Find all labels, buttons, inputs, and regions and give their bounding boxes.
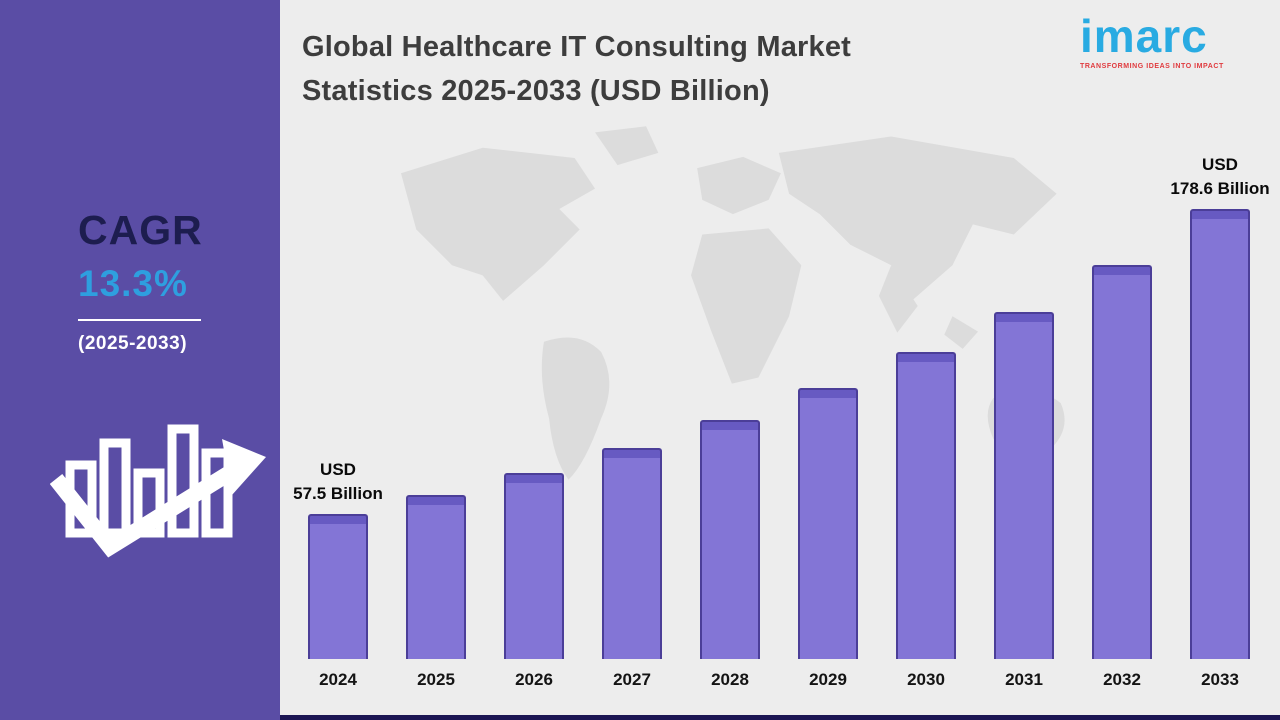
bar-column-2027: 2027 (602, 448, 662, 690)
cagr-value: 13.3% (78, 263, 188, 305)
bar-2029 (798, 388, 858, 659)
bar-2028 (700, 420, 760, 659)
x-axis-label-2030: 2030 (907, 670, 945, 689)
chart-title: Global Healthcare IT Consulting Market S… (302, 26, 851, 113)
bars-row: USD 57.5 Billion 2024 2025 2026 2027 2028 2029 2… (293, 153, 1269, 690)
imarc-logo: imarc TRANSFORMING IDEAS INTO IMPACT (1080, 10, 1266, 71)
bar-column-2025: 2025 (406, 495, 466, 690)
chart-title-line2: Statistics 2025-2033 (USD Billion) (302, 74, 770, 107)
bar-value-annotation-2024: USD 57.5 Billion (293, 460, 383, 504)
bar-2027 (602, 448, 662, 659)
bar-chart: USD 57.5 Billion 2024 2025 2026 2027 2028 2029 2… (293, 153, 1269, 690)
cagr-period: (2025-2033) (78, 319, 202, 355)
bar-2024 (308, 514, 368, 659)
x-axis-label-2032: 2032 (1103, 670, 1141, 689)
x-axis-label-2026: 2026 (515, 670, 553, 689)
bar-2025 (406, 495, 466, 659)
x-axis-label-2031: 2031 (1005, 670, 1043, 689)
bar-2030 (896, 352, 956, 659)
bar-column-2030: 2030 (896, 352, 956, 690)
bar-2033 (1190, 209, 1250, 659)
bar-value-annotation-2033: USD 178.6 Billion (1170, 155, 1270, 199)
bar-column-2029: 2029 (798, 388, 858, 690)
chart-title-line1: Global Healthcare IT Consulting Market (302, 31, 852, 63)
bar-column-2032: 2032 (1092, 265, 1152, 690)
bar-column-2031: 2031 (994, 312, 1054, 690)
bar-column-2026: 2026 (504, 473, 564, 690)
x-axis-label-2024: 2024 (319, 670, 357, 689)
bar-column-2024: USD 57.5 Billion 2024 (293, 458, 383, 690)
growth-chart-arrow-icon (49, 407, 280, 570)
bottom-accent-strip (280, 715, 1280, 720)
cagr-label: CAGR (78, 207, 203, 253)
x-axis-label-2028: 2028 (711, 670, 749, 689)
bar-2032 (1092, 265, 1152, 659)
imarc-logo-tagline: TRANSFORMING IDEAS INTO IMPACT (1080, 63, 1224, 71)
bar-2031 (994, 312, 1054, 659)
x-axis-label-2025: 2025 (417, 670, 455, 689)
x-axis-label-2027: 2027 (613, 670, 651, 689)
imarc-logo-text: imarc (1080, 10, 1208, 62)
bar-2026 (504, 473, 564, 659)
x-axis-label-2029: 2029 (809, 670, 847, 689)
bar-column-2028: 2028 (700, 420, 760, 690)
bar-column-2033: USD 178.6 Billion 2033 (1170, 153, 1269, 690)
x-axis-label-2033: 2033 (1201, 670, 1239, 689)
chart-canvas: Global Healthcare IT Consulting Market S… (280, 0, 1280, 720)
cagr-panel: CAGR 13.3% (2025-2033) (0, 0, 280, 720)
